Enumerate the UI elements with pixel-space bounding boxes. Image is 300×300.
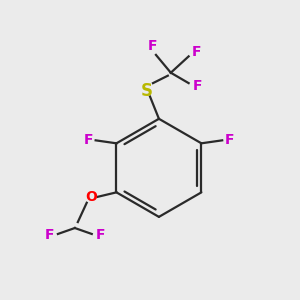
Text: F: F <box>148 39 158 53</box>
Text: F: F <box>45 229 54 242</box>
Text: F: F <box>83 133 93 147</box>
Text: F: F <box>191 45 201 59</box>
Text: F: F <box>225 133 234 147</box>
Text: S: S <box>141 82 153 100</box>
Text: O: O <box>85 190 97 204</box>
Text: F: F <box>193 79 202 93</box>
Text: F: F <box>95 229 105 242</box>
